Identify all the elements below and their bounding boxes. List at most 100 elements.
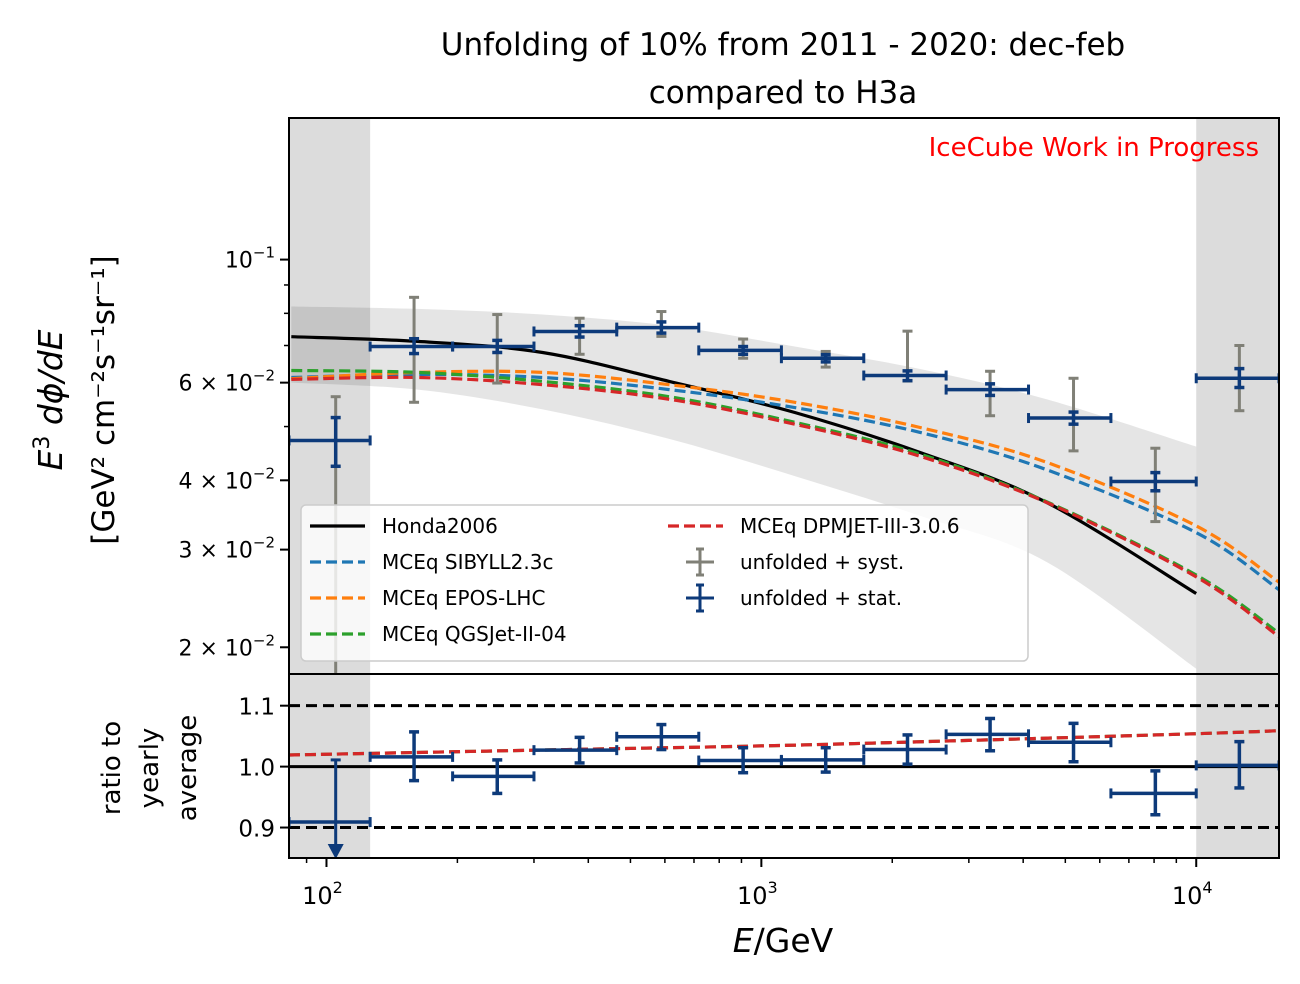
legend-item-1: MCEq SIBYLL2.3c — [310, 550, 553, 574]
data-point-9 — [1027, 410, 1113, 426]
model-uncertainty-band — [291, 306, 1197, 669]
ratio-point-9 — [1027, 721, 1113, 764]
stat-error-9 — [1068, 410, 1079, 426]
ratio-point-11 — [1194, 739, 1279, 790]
data-point-5 — [697, 344, 783, 357]
stat-error-0 — [330, 415, 341, 469]
stat-error-11 — [1234, 366, 1245, 390]
y-label-e: E — [31, 449, 70, 470]
ratio-point-7 — [862, 733, 948, 766]
chart-subtitle: compared to H3a — [649, 75, 918, 111]
stat-error-7 — [902, 369, 913, 383]
legend-label-1: MCEq SIBYLL2.3c — [382, 550, 553, 574]
y-label-dphi: dϕ/dE — [31, 329, 70, 435]
icecube-annotation: IceCube Work in Progress — [929, 133, 1259, 163]
y-tick-label-2: 4 × 10−2 — [178, 464, 275, 494]
ratio-y-tick-label-1: 1.0 — [238, 756, 275, 782]
data-point-7 — [862, 369, 948, 383]
y-axis-label: E3 dϕ/dE [GeV² cm⁻²s⁻¹sr⁻¹] — [30, 255, 122, 544]
ratio-label-line2: yearly — [135, 728, 165, 809]
x-tick-label-2: 104 — [1172, 878, 1213, 910]
legend-label-6: unfolded + stat. — [740, 586, 902, 610]
legend-item-6: unfolded + stat. — [686, 583, 902, 613]
ratio-error-8 — [985, 716, 996, 753]
ratio-y-tick-label-2: 0.9 — [238, 817, 275, 843]
legend-item-2: MCEq EPOS-LHC — [310, 586, 545, 610]
legend-swatch-v-6 — [696, 583, 704, 613]
ratio-error-10 — [1150, 769, 1161, 817]
data-point-8 — [944, 382, 1031, 398]
legend-item-4: MCEq DPMJET-III-3.0.6 — [668, 514, 960, 538]
stat-error-1 — [409, 336, 420, 356]
ratio-point-4 — [615, 722, 701, 752]
y-tick-label-4: 2 × 10−2 — [178, 631, 275, 661]
ratio-point-0 — [289, 758, 372, 858]
y-tick-label-3: 3 × 10−2 — [178, 534, 275, 564]
ratio-error-2 — [492, 758, 503, 796]
stat-error-8 — [985, 382, 996, 398]
ratio-error-4 — [656, 722, 667, 752]
ratio-point-8 — [944, 716, 1031, 753]
ratio-error-9 — [1068, 721, 1079, 764]
stat-error-3 — [574, 323, 585, 339]
x-tick-label-0: 102 — [302, 878, 343, 910]
legend-label-2: MCEq EPOS-LHC — [382, 586, 545, 610]
ratio-point-5 — [697, 745, 783, 775]
stat-error-5 — [738, 344, 749, 357]
stat-error-4 — [656, 320, 667, 335]
model-line-mceq-dpmjet-iii-3-0-6 — [291, 375, 1279, 638]
ratio-arrow-head-0 — [327, 844, 344, 858]
legend-label-3: MCEq QGSJet-II-04 — [382, 622, 567, 646]
ratio-panel: 1.1 1.0 0.9 102 103 104 — [238, 673, 1280, 910]
legend-item-3: MCEq QGSJet-II-04 — [310, 622, 567, 646]
data-point-4 — [615, 320, 701, 335]
legend-swatch-v-5 — [696, 547, 704, 577]
ratio-axis-label: ratio to yearly average — [97, 715, 203, 821]
ratio-error-11 — [1234, 739, 1245, 790]
data-point-6 — [779, 352, 866, 364]
ratio-model-line — [289, 729, 1279, 757]
data-point-10 — [1109, 470, 1198, 493]
x-label-e: E — [733, 921, 754, 960]
data-point-3 — [532, 323, 619, 339]
x-axis-label: E/GeV — [733, 921, 834, 960]
ratio-point-6 — [779, 745, 866, 774]
stat-error-6 — [820, 352, 831, 364]
ratio-point-3 — [532, 735, 619, 765]
y-tick-label-1: 6 × 10−2 — [178, 367, 275, 397]
x-label-unit: /GeV — [754, 921, 834, 960]
ratio-y-tick-label-0: 1.1 — [238, 695, 275, 721]
ratio-error-5 — [738, 745, 749, 775]
spectrum-panel: IceCube Work in Progress Honda2006 MCEq S… — [178, 117, 1280, 675]
ratio-label-line3: average — [173, 715, 203, 821]
ratio-error-1 — [409, 730, 420, 783]
svg-text:E3 dϕ/dE: E3 dϕ/dE — [30, 329, 70, 470]
y-label-units: [GeV² cm⁻²s⁻¹sr⁻¹] — [86, 255, 122, 544]
data-point-2 — [451, 338, 536, 355]
legend-label-5: unfolded + syst. — [740, 550, 904, 574]
data-point-11 — [1194, 366, 1279, 390]
legend-label-0: Honda2006 — [382, 514, 498, 538]
y-label-e-exp: 3 — [30, 436, 55, 450]
legend: Honda2006 MCEq SIBYLL2.3c MCEq EPOS-LHC MCE… — [300, 504, 1029, 662]
legend-item-5: unfolded + syst. — [686, 547, 904, 577]
data-point-0 — [289, 415, 372, 469]
ratio-point-10 — [1109, 769, 1198, 817]
legend-label-4: MCEq DPMJET-III-3.0.6 — [740, 514, 960, 538]
x-tick-label-1: 103 — [737, 878, 778, 910]
ratio-error-3 — [574, 735, 585, 765]
ratio-label-line1: ratio to — [97, 721, 127, 815]
ratio-point-1 — [368, 730, 455, 783]
legend-box — [300, 504, 1029, 662]
legend-item-0: Honda2006 — [310, 514, 498, 538]
model-line-mceq-epos-lhc — [291, 369, 1279, 584]
y-tick-label-0: 10−1 — [225, 244, 275, 274]
ratio-point-2 — [451, 758, 536, 796]
stat-error-10 — [1150, 470, 1161, 493]
ratio-error-7 — [902, 733, 913, 766]
chart-title: Unfolding of 10% from 2011 - 2020: dec-f… — [441, 27, 1125, 63]
ratio-error-6 — [820, 745, 831, 774]
stat-error-2 — [492, 338, 503, 355]
excluded-region-1 — [1196, 118, 1279, 674]
